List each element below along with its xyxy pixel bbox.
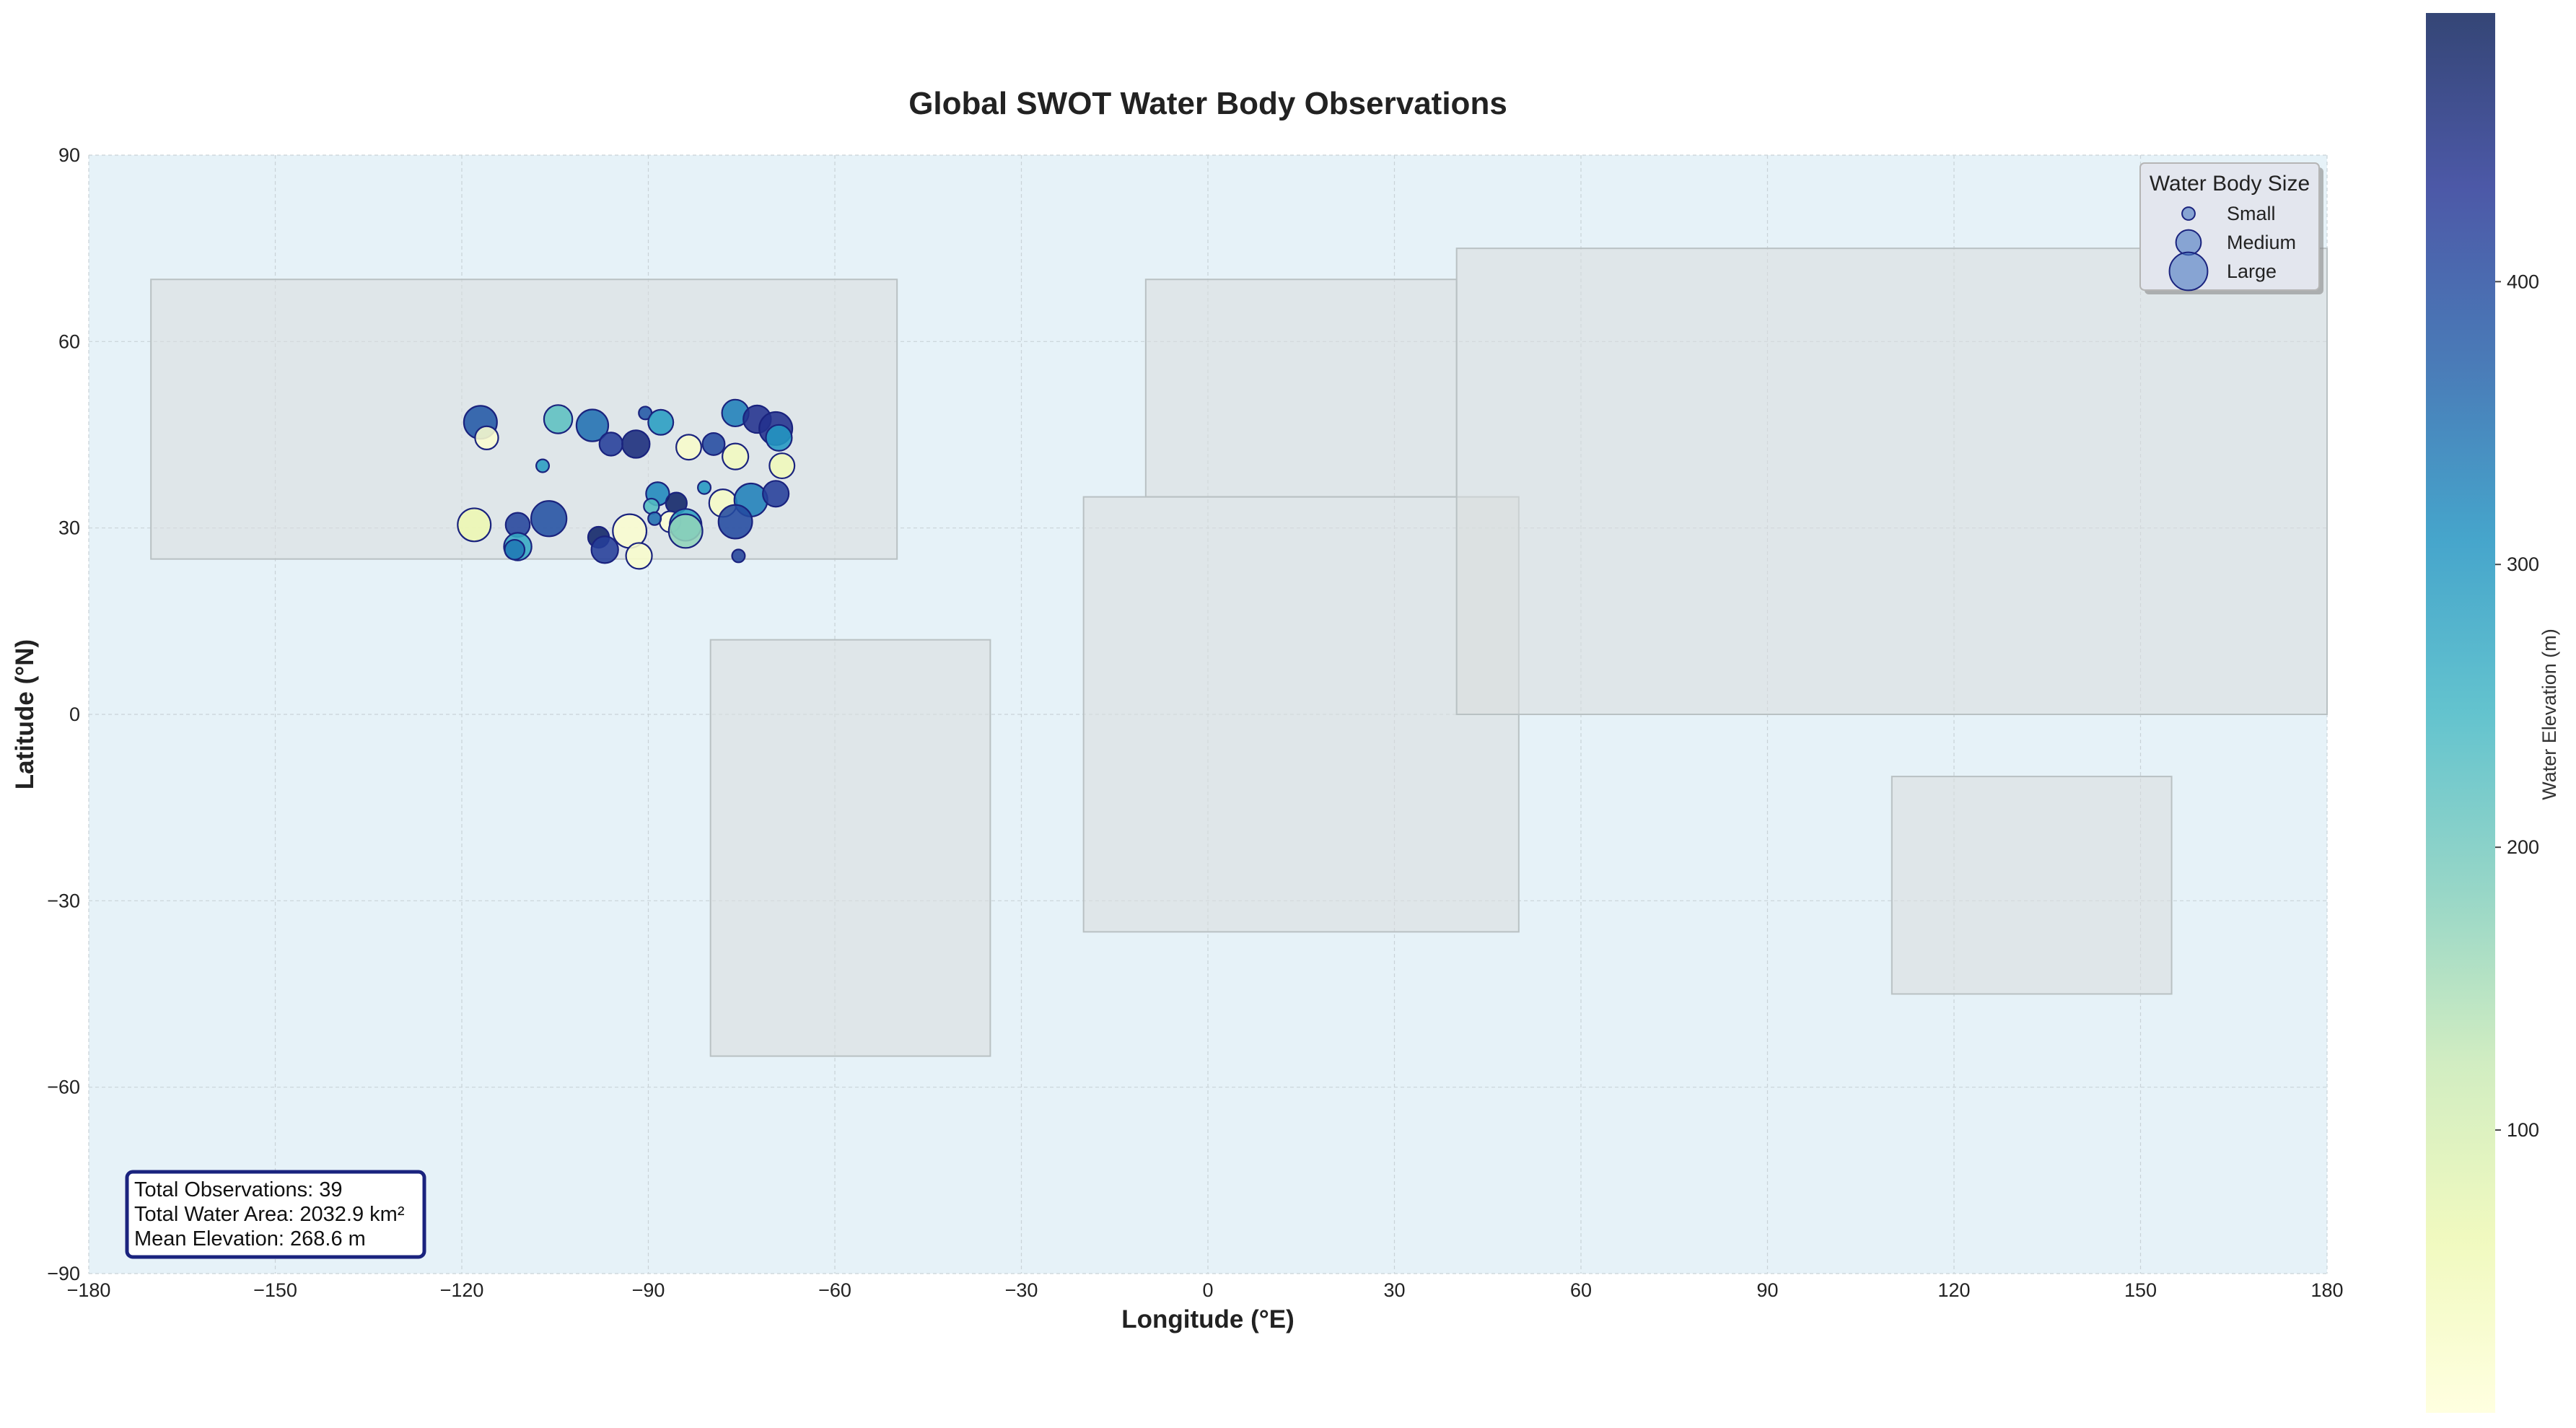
y-tick-label: −90 bbox=[47, 1263, 80, 1284]
water-body-point bbox=[765, 424, 793, 452]
stats-box: Total Observations: 39 Total Water Area:… bbox=[125, 1170, 426, 1259]
axis-ticks: −180 −150 −120 −90 −60 −30 0 30 60 90 120 150 180 −90… bbox=[47, 144, 2343, 1301]
water-body-point bbox=[675, 434, 702, 461]
y-tick-label: 30 bbox=[58, 517, 80, 539]
water-body-point bbox=[474, 425, 499, 450]
x-tick-label: −60 bbox=[818, 1279, 851, 1301]
stats-total-water-area: Total Water Area: 2032.9 km² bbox=[134, 1203, 405, 1226]
water-body-point bbox=[598, 432, 623, 457]
y-tick-label: 90 bbox=[58, 144, 80, 166]
water-body-point bbox=[643, 497, 660, 515]
water-body-point bbox=[768, 452, 796, 480]
stats-box-frame bbox=[125, 1170, 426, 1259]
water-body-point bbox=[722, 442, 750, 470]
x-tick-label: −180 bbox=[67, 1279, 111, 1301]
x-tick-label: −30 bbox=[1005, 1279, 1038, 1301]
x-axis-label: Longitude (°E) bbox=[1121, 1305, 1294, 1333]
chart-title: Global SWOT Water Body Observations bbox=[908, 86, 1507, 121]
water-body-point bbox=[575, 408, 610, 442]
water-body-point bbox=[762, 480, 790, 508]
colorbar-label: Water Elevation (m) bbox=[2538, 628, 2560, 800]
water-body-point bbox=[701, 432, 726, 456]
colorbar-tick-label: 100 bbox=[2507, 1119, 2539, 1141]
water-body-point bbox=[717, 504, 753, 540]
water-body-point bbox=[535, 458, 551, 473]
water-body-point bbox=[530, 500, 568, 538]
x-tick-label: 30 bbox=[1383, 1279, 1405, 1301]
continent-box bbox=[1144, 279, 1458, 498]
legend-marker bbox=[2175, 229, 2202, 256]
water-body-point bbox=[621, 429, 651, 459]
legend-marker bbox=[2168, 251, 2209, 292]
colorbar-tick-label: 300 bbox=[2507, 553, 2539, 575]
water-body-point bbox=[504, 538, 526, 561]
stats-mean-elevation: Mean Elevation: 268.6 m bbox=[134, 1227, 366, 1250]
colorbar: 100 200 300 400 Water Elevation (m) bbox=[2426, 13, 2560, 1413]
continent-box bbox=[1891, 776, 2173, 995]
water-body-point bbox=[543, 404, 574, 434]
colorbar-gradient bbox=[2426, 13, 2495, 1413]
x-tick-label: −90 bbox=[632, 1279, 665, 1301]
x-tick-label: 60 bbox=[1570, 1279, 1592, 1301]
x-tick-label: −120 bbox=[440, 1279, 484, 1301]
water-body-point bbox=[647, 408, 675, 436]
x-tick-label: 0 bbox=[1202, 1279, 1213, 1301]
colorbar-ticks: 100 200 300 400 bbox=[2495, 271, 2539, 1141]
size-legend: Water Body Size Small Medium Large bbox=[2139, 162, 2323, 294]
y-tick-label: −60 bbox=[47, 1077, 80, 1098]
y-tick-label: 60 bbox=[58, 330, 80, 352]
water-body-point bbox=[457, 507, 492, 543]
y-tick-label: −30 bbox=[47, 890, 80, 911]
plot-area: −180 −150 −120 −90 −60 −30 0 30 60 90 120 150 180 −90… bbox=[47, 144, 2343, 1301]
legend-entry-label: Medium bbox=[2227, 232, 2296, 253]
legend-entry-label: Small bbox=[2227, 203, 2276, 224]
legend-title: Water Body Size bbox=[2150, 172, 2310, 196]
water-body-point bbox=[625, 542, 653, 570]
y-axis-label: Latitude (°N) bbox=[11, 639, 39, 789]
water-body-point bbox=[697, 480, 712, 495]
water-body-point bbox=[667, 513, 704, 549]
continent-box bbox=[709, 639, 991, 1057]
y-tick-label: 0 bbox=[69, 704, 80, 725]
continent-box bbox=[1082, 496, 1520, 933]
stats-total-observations: Total Observations: 39 bbox=[134, 1178, 343, 1201]
water-body-points bbox=[457, 398, 796, 570]
water-body-point bbox=[590, 535, 619, 564]
colorbar-tick-label: 200 bbox=[2507, 836, 2539, 858]
colorbar-tick-label: 400 bbox=[2507, 271, 2539, 292]
x-tick-label: 120 bbox=[1937, 1279, 1970, 1301]
x-tick-label: 90 bbox=[1756, 1279, 1778, 1301]
x-tick-label: 150 bbox=[2124, 1279, 2157, 1301]
x-tick-label: −150 bbox=[253, 1279, 297, 1301]
legend-entry-label: Large bbox=[2227, 260, 2277, 282]
legend-entries: Small Medium Large bbox=[2168, 203, 2296, 292]
continent-box bbox=[1455, 248, 2328, 715]
legend-marker bbox=[2181, 206, 2196, 221]
x-tick-label: 180 bbox=[2310, 1279, 2343, 1301]
water-body-point bbox=[731, 548, 746, 564]
water-body-point bbox=[647, 511, 662, 526]
